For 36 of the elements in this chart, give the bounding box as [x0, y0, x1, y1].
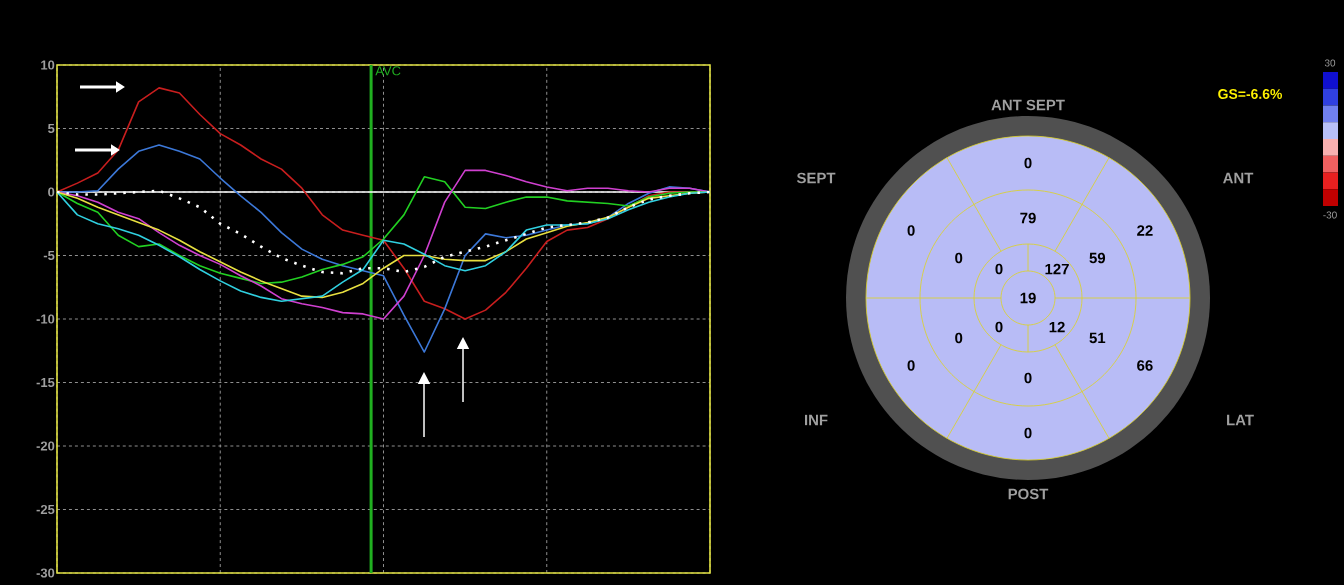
text: 0: [955, 252, 963, 264]
text: 0: [1024, 157, 1032, 169]
text: -30: [1323, 211, 1337, 219]
annotation: AVC: [375, 66, 401, 76]
y-tick-label: -20: [36, 441, 55, 451]
text: 0: [995, 321, 1003, 333]
y-tick-label: -15: [36, 377, 55, 388]
text: ANT SEPT: [991, 99, 1065, 111]
text: GS=-6.6%: [1218, 89, 1283, 99]
y-tick-label: 0: [48, 187, 55, 197]
text: 127: [1045, 263, 1069, 275]
text: 12: [1049, 321, 1065, 333]
text: 51: [1089, 332, 1106, 344]
text: 0: [1024, 372, 1032, 384]
text: 66: [1137, 360, 1153, 371]
text: 0: [907, 360, 915, 371]
y-tick-label: -30: [36, 568, 55, 578]
text: INF: [804, 414, 828, 426]
text: 79: [1020, 212, 1036, 224]
y-tick-label: -25: [36, 504, 55, 515]
text: 0: [907, 225, 915, 236]
text: 0: [1024, 427, 1032, 439]
y-tick-label: 5: [48, 123, 55, 134]
text: 30: [1324, 59, 1336, 67]
text: 22: [1137, 225, 1153, 236]
text: 19: [1020, 292, 1036, 304]
text: LAT: [1227, 414, 1254, 426]
text: 0: [995, 263, 1003, 275]
y-tick-label: -10: [36, 314, 55, 324]
text: ANT: [1223, 172, 1254, 184]
text: 0: [955, 332, 963, 344]
text: 59: [1089, 252, 1106, 264]
y-tick-label: 10: [41, 60, 55, 70]
text: SEPT: [796, 172, 836, 184]
y-tick-label: -5: [43, 250, 55, 261]
text: POST: [1008, 488, 1049, 500]
